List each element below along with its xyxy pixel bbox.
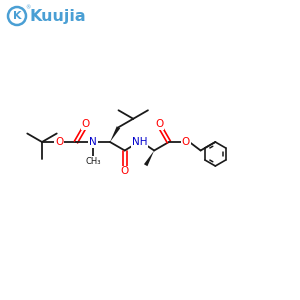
- Text: O: O: [155, 119, 164, 129]
- Text: O: O: [55, 137, 63, 147]
- Polygon shape: [144, 151, 154, 166]
- Text: ®: ®: [26, 5, 31, 10]
- Text: O: O: [121, 167, 129, 176]
- Text: O: O: [182, 137, 190, 147]
- Text: O: O: [81, 119, 90, 129]
- Text: CH₃: CH₃: [85, 157, 101, 166]
- Text: K: K: [13, 11, 21, 21]
- Text: N: N: [89, 137, 97, 147]
- Text: NH: NH: [132, 137, 147, 147]
- Text: Kuujia: Kuujia: [30, 8, 86, 23]
- Polygon shape: [110, 126, 120, 142]
